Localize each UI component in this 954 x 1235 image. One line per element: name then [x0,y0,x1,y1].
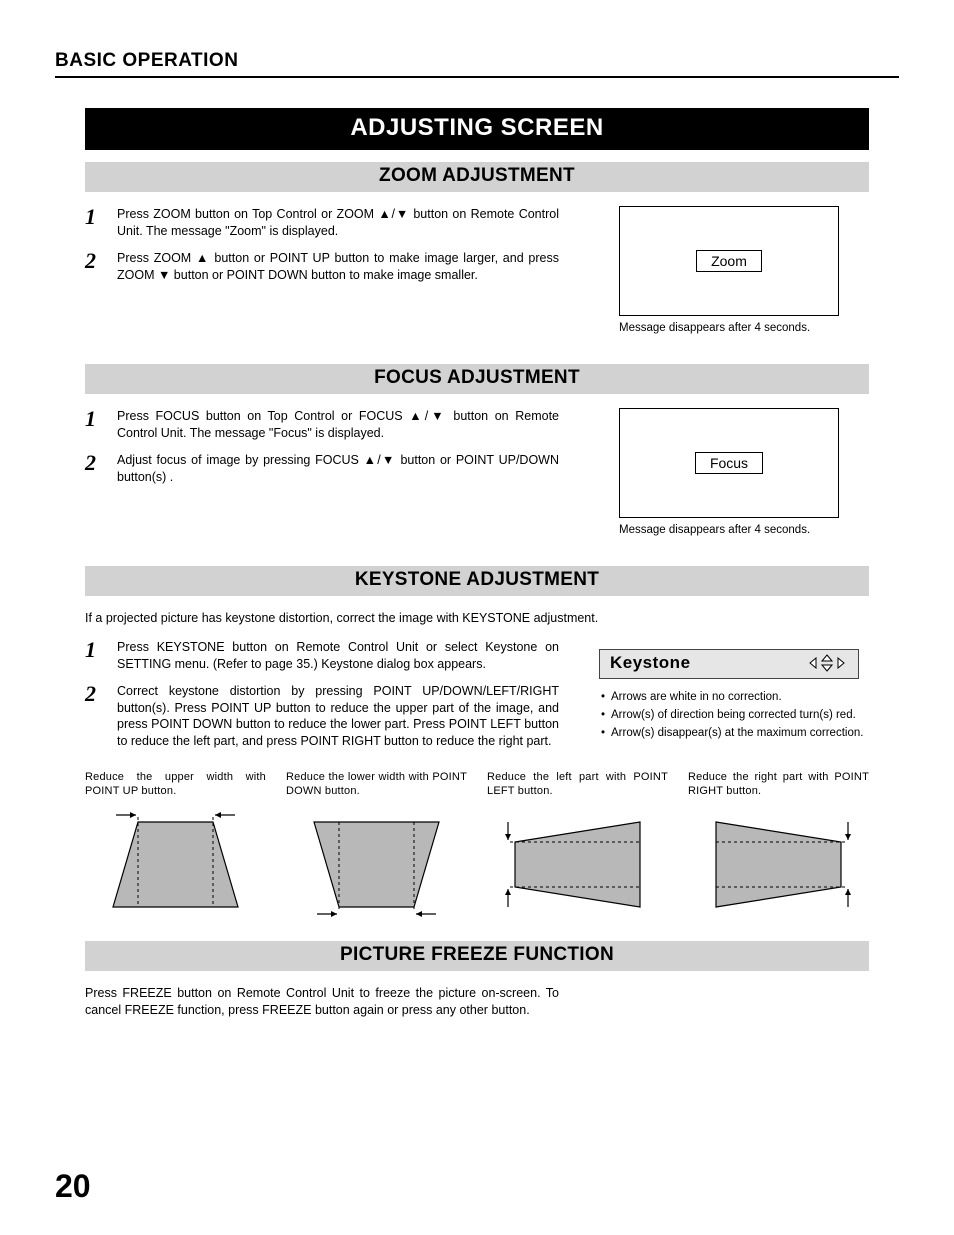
keystone-bullet: Arrow(s) disappear(s) at the maximum cor… [601,725,869,741]
keystone-section: 1 Press KEYSTONE button on Remote Contro… [85,639,869,760]
step-text: Press ZOOM ▲ button or POINT UP button t… [117,250,559,284]
trap-up-icon [98,807,253,917]
zoom-section: 1 Press ZOOM button on Top Control or ZO… [85,206,869,334]
step-text: Press ZOOM button on Top Control or ZOOM… [117,206,559,240]
keystone-bullet: Arrow(s) of direction being corrected tu… [601,707,869,723]
keystone-step-2: 2 Correct keystone distortion by pressin… [85,683,559,751]
step-number: 2 [85,452,103,486]
keystone-diagrams: Reduce the upper width with POINT UP but… [85,770,869,917]
focus-screen-label: Focus [695,452,763,474]
trap-up: Reduce the upper width with POINT UP but… [85,770,266,917]
step-text: Adjust focus of image by pressing FOCUS … [117,452,559,486]
step-text: Correct keystone distortion by pressing … [117,683,559,751]
keystone-dialog: Keystone [599,649,859,679]
trap-caption: Reduce the upper width with POINT UP but… [85,770,266,799]
keystone-bullet: Arrows are white in no correction. [601,689,869,705]
step-text: Press KEYSTONE button on Remote Control … [117,639,559,673]
keystone-intro: If a projected picture has keystone dist… [85,610,869,627]
trap-right-icon [701,807,856,917]
step-text: Press FOCUS button on Top Control or FOC… [117,408,559,442]
zoom-caption: Message disappears after 4 seconds. [589,322,869,334]
freeze-section: Press FREEZE button on Remote Control Un… [85,985,869,1019]
step-number: 1 [85,206,103,240]
keystone-bullets: Arrows are white in no correction. Arrow… [589,689,869,741]
step-number: 2 [85,683,103,751]
trap-caption: Reduce the lower width with POINT DOWN b… [286,770,467,799]
zoom-step-2: 2 Press ZOOM ▲ button or POINT UP button… [85,250,559,284]
step-number: 2 [85,250,103,284]
trap-left-icon [500,807,655,917]
trap-down: Reduce the lower width with POINT DOWN b… [286,770,467,917]
focus-caption: Message disappears after 4 seconds. [589,524,869,536]
page-number: 20 [55,1168,91,1205]
freeze-title: PICTURE FREEZE FUNCTION [85,941,869,971]
focus-section: 1 Press FOCUS button on Top Control or F… [85,408,869,536]
keystone-arrows-icon [806,653,848,673]
zoom-screen-preview: Zoom [619,206,839,316]
focus-screen-preview: Focus [619,408,839,518]
keystone-step-1: 1 Press KEYSTONE button on Remote Contro… [85,639,559,673]
section-header: BASIC OPERATION [55,50,899,78]
zoom-screen-label: Zoom [696,250,762,272]
trap-caption: Reduce the right part with POINT RIGHT b… [688,770,869,799]
trap-down-icon [299,807,454,917]
trap-right: Reduce the right part with POINT RIGHT b… [688,770,869,917]
focus-title: FOCUS ADJUSTMENT [85,364,869,394]
step-number: 1 [85,639,103,673]
trap-caption: Reduce the left part with POINT LEFT but… [487,770,668,799]
zoom-step-1: 1 Press ZOOM button on Top Control or ZO… [85,206,559,240]
main-title-bar: ADJUSTING SCREEN [85,108,869,150]
keystone-title: KEYSTONE ADJUSTMENT [85,566,869,596]
freeze-body: Press FREEZE button on Remote Control Un… [85,985,559,1019]
zoom-title: ZOOM ADJUSTMENT [85,162,869,192]
trap-left: Reduce the left part with POINT LEFT but… [487,770,668,917]
focus-step-2: 2 Adjust focus of image by pressing FOCU… [85,452,559,486]
keystone-dialog-label: Keystone [610,653,691,673]
step-number: 1 [85,408,103,442]
focus-step-1: 1 Press FOCUS button on Top Control or F… [85,408,559,442]
